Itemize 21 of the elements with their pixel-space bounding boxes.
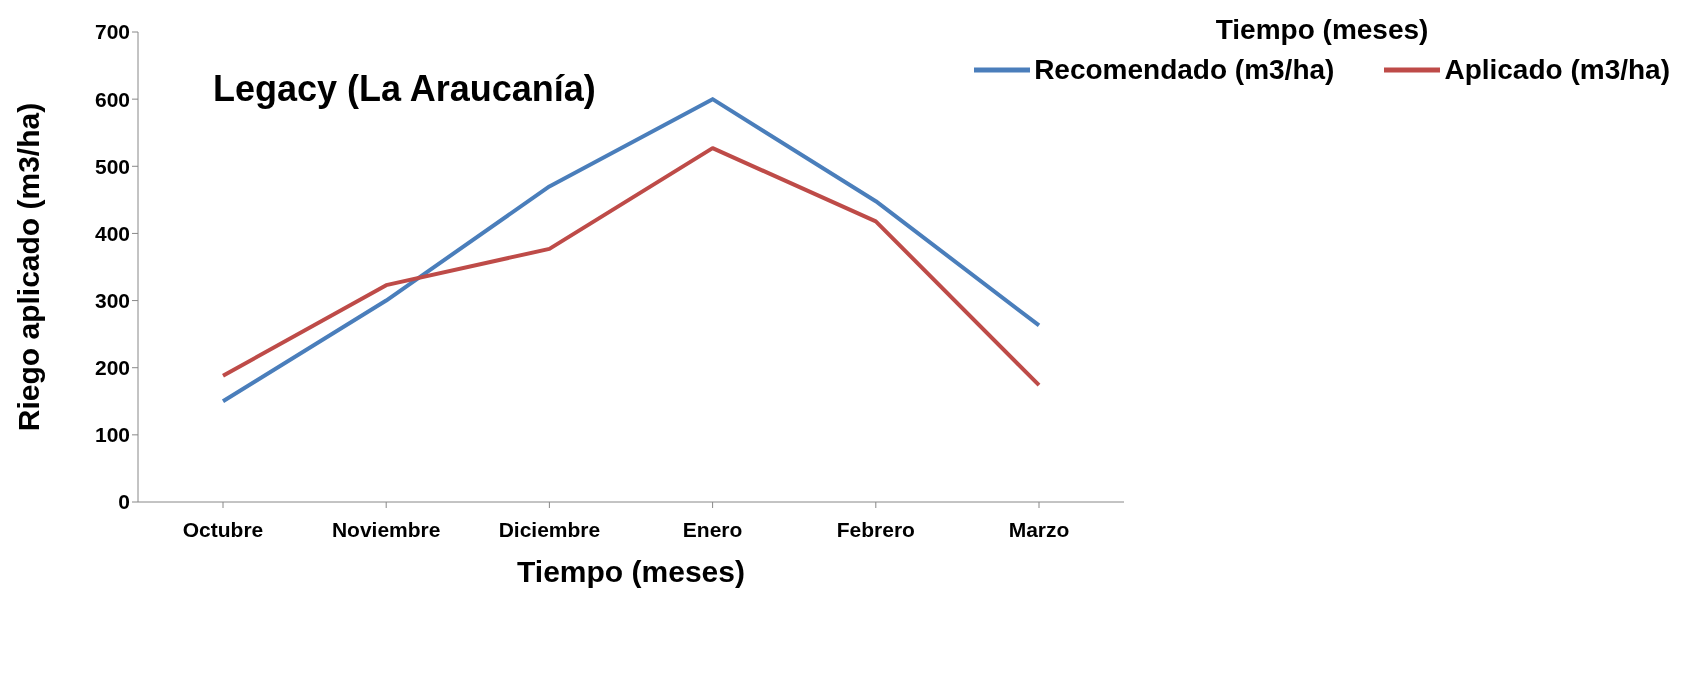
legend-title: Tiempo (meses): [1214, 14, 1430, 46]
y-tick-label: 400: [94, 221, 130, 245]
legend-label: Aplicado (m3/ha): [1444, 54, 1670, 86]
y-tick-label: 700: [94, 20, 130, 44]
y-tick-label: 200: [94, 356, 130, 380]
y-tick-label: 300: [94, 289, 130, 313]
y-axis-title: Riego aplicado (m3/ha): [11, 102, 45, 432]
text: Legacy (La Araucanía): [213, 68, 596, 110]
x-tick-label: Diciembre: [498, 517, 601, 541]
y-tick-label: 600: [94, 87, 130, 111]
line-series: [221, 146, 1041, 388]
x-axis-title: Tiempo (meses): [517, 555, 745, 588]
x-tick-label: Octubre: [182, 517, 264, 541]
y-tick-label: 500: [94, 154, 130, 178]
legend-label: Recomendado (m3/ha): [1034, 54, 1335, 86]
x-tick-label: Enero: [682, 517, 743, 541]
x-tick-label: Noviembre: [331, 517, 441, 541]
x-tick-label: Febrero: [836, 517, 915, 541]
x-tick-label: Marzo: [1008, 517, 1070, 541]
y-tick-label: 0: [118, 490, 130, 514]
y-tick-label: 100: [94, 423, 130, 447]
